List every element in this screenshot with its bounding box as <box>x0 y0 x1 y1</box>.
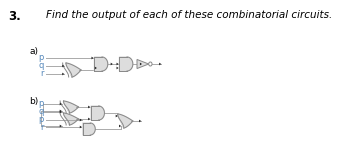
Polygon shape <box>60 125 62 127</box>
Polygon shape <box>62 73 64 75</box>
Polygon shape <box>94 57 108 71</box>
Polygon shape <box>88 106 90 108</box>
Text: q: q <box>38 61 43 70</box>
Polygon shape <box>118 114 133 128</box>
Polygon shape <box>83 123 95 135</box>
Text: r: r <box>40 122 43 131</box>
Polygon shape <box>80 119 82 121</box>
Polygon shape <box>80 126 82 128</box>
Polygon shape <box>60 111 62 113</box>
Polygon shape <box>91 57 93 59</box>
Polygon shape <box>63 101 78 113</box>
Text: 3.: 3. <box>8 10 21 23</box>
Polygon shape <box>111 63 113 65</box>
Polygon shape <box>159 63 161 65</box>
Polygon shape <box>116 115 118 117</box>
Polygon shape <box>117 63 119 65</box>
Text: p: p <box>38 115 43 125</box>
Polygon shape <box>91 106 104 120</box>
Polygon shape <box>60 110 62 112</box>
Text: p: p <box>38 54 43 63</box>
Text: r: r <box>40 70 43 79</box>
Polygon shape <box>95 67 97 69</box>
Polygon shape <box>139 120 141 122</box>
Polygon shape <box>117 67 119 69</box>
Text: Find the output of each of these combinatorial circuits.: Find the output of each of these combina… <box>46 10 332 20</box>
Polygon shape <box>140 63 142 65</box>
Text: p: p <box>38 100 43 109</box>
Polygon shape <box>88 118 90 120</box>
Text: b): b) <box>29 97 38 106</box>
Polygon shape <box>60 103 62 105</box>
Text: a): a) <box>29 47 38 56</box>
Polygon shape <box>62 65 64 67</box>
Polygon shape <box>137 59 149 69</box>
Polygon shape <box>119 57 133 71</box>
Polygon shape <box>119 125 121 127</box>
Polygon shape <box>63 113 78 125</box>
Polygon shape <box>66 63 81 77</box>
Text: q: q <box>38 106 43 115</box>
